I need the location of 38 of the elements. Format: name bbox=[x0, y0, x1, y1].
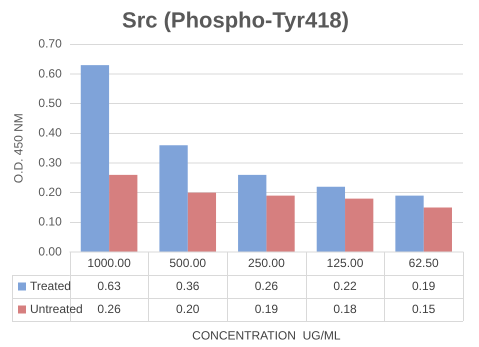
y-tick-label: 0.00 bbox=[38, 244, 62, 258]
bar bbox=[238, 174, 266, 252]
bar bbox=[316, 186, 346, 252]
chart-title: Src (Phospho-Tyr418) bbox=[122, 7, 349, 32]
bar bbox=[159, 145, 188, 252]
data-label: 0.20 bbox=[176, 302, 200, 316]
x-tick-label: 62.50 bbox=[408, 256, 440, 270]
data-label: 0.19 bbox=[412, 278, 436, 293]
y-tick-label: 0.60 bbox=[38, 66, 62, 80]
y-tick-label: 0.10 bbox=[38, 214, 62, 229]
data-label: 0.26 bbox=[254, 278, 278, 293]
data-label: 0.18 bbox=[333, 302, 358, 316]
data-label: 0.26 bbox=[97, 302, 122, 316]
x-tick-label: 1000.00 bbox=[87, 256, 132, 270]
x-axis-title: CONCENTRATION UG/ML bbox=[192, 328, 341, 342]
data-label: 0.63 bbox=[97, 278, 122, 293]
y-tick-label: 0.40 bbox=[38, 126, 62, 140]
y-axis-title: O.D. 450 NM bbox=[12, 113, 26, 184]
y-tick-label: 0.50 bbox=[38, 96, 62, 110]
bar bbox=[109, 174, 138, 252]
bar bbox=[395, 196, 424, 252]
x-tick-label: 250.00 bbox=[248, 256, 286, 270]
y-tick-label: 0.70 bbox=[38, 36, 62, 51]
bar bbox=[188, 192, 216, 252]
x-tick-label: 125.00 bbox=[326, 256, 364, 270]
bar bbox=[80, 65, 110, 252]
x-tick-label: 500.00 bbox=[169, 256, 206, 270]
bar bbox=[266, 196, 295, 252]
bar bbox=[424, 208, 452, 252]
legend-label: Untreated bbox=[30, 302, 83, 316]
data-label: 0.15 bbox=[412, 302, 436, 316]
y-tick-label: 0.30 bbox=[38, 155, 62, 170]
data-label: 0.19 bbox=[254, 302, 278, 316]
legend-label: Treated bbox=[30, 278, 71, 293]
data-label: 0.36 bbox=[176, 278, 200, 293]
data-label: 0.22 bbox=[333, 278, 358, 293]
bar bbox=[345, 198, 374, 252]
y-tick-label: 0.20 bbox=[38, 185, 62, 199]
